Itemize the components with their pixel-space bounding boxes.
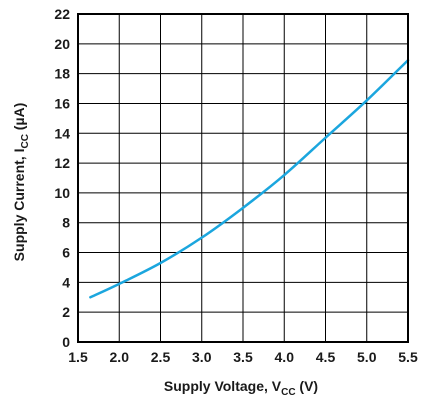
x-tick-label: 4.5 bbox=[316, 349, 336, 365]
y-tick-label: 12 bbox=[54, 155, 70, 171]
y-tick-label: 8 bbox=[62, 215, 70, 231]
x-tick-label: 3.5 bbox=[233, 349, 253, 365]
x-tick-label: 5.5 bbox=[398, 349, 418, 365]
series-layer bbox=[89, 58, 410, 299]
y-axis-label: Supply Current, ICC (µA) bbox=[11, 103, 31, 262]
y-tick-label: 4 bbox=[62, 274, 70, 290]
y-tick-label: 22 bbox=[54, 6, 70, 22]
series-line-0 bbox=[89, 58, 410, 299]
x-axis-label: Supply Voltage, VCC (V) bbox=[164, 378, 318, 398]
x-tick-label: 2.5 bbox=[151, 349, 171, 365]
y-axis-label-sub: CC bbox=[20, 134, 31, 148]
x-tick-label: 5.0 bbox=[357, 349, 377, 365]
y-tick-label: 0 bbox=[62, 334, 70, 350]
y-axis-label-main: Supply Current, I bbox=[11, 149, 27, 262]
plot-frame bbox=[77, 13, 409, 343]
x-tick-label: 3.0 bbox=[192, 349, 212, 365]
y-axis-label-unit: (µA) bbox=[11, 103, 27, 134]
x-tick-label: 4.0 bbox=[275, 349, 295, 365]
x-tick-label: 2.0 bbox=[110, 349, 130, 365]
y-tick-label: 2 bbox=[62, 304, 70, 320]
y-tick-label: 18 bbox=[54, 66, 70, 82]
x-axis-label-unit: (V) bbox=[296, 378, 319, 394]
x-axis-label-sub: CC bbox=[281, 387, 295, 398]
x-axis-label-main: Supply Voltage, V bbox=[164, 378, 282, 394]
y-tick-label: 14 bbox=[54, 125, 70, 141]
y-tick-label: 6 bbox=[62, 245, 70, 261]
y-tick-labels: 0 2 4 6 8 10 12 14 16 18 20 22 bbox=[54, 6, 70, 350]
x-tick-label: 1.5 bbox=[68, 349, 88, 365]
y-tick-label: 20 bbox=[54, 36, 70, 52]
y-tick-label: 16 bbox=[54, 95, 70, 111]
grid-lines bbox=[77, 13, 409, 343]
y-tick-label: 10 bbox=[54, 185, 70, 201]
x-tick-labels: 1.5 2.0 2.5 3.0 3.5 4.0 4.5 5.0 5.5 bbox=[68, 349, 418, 365]
